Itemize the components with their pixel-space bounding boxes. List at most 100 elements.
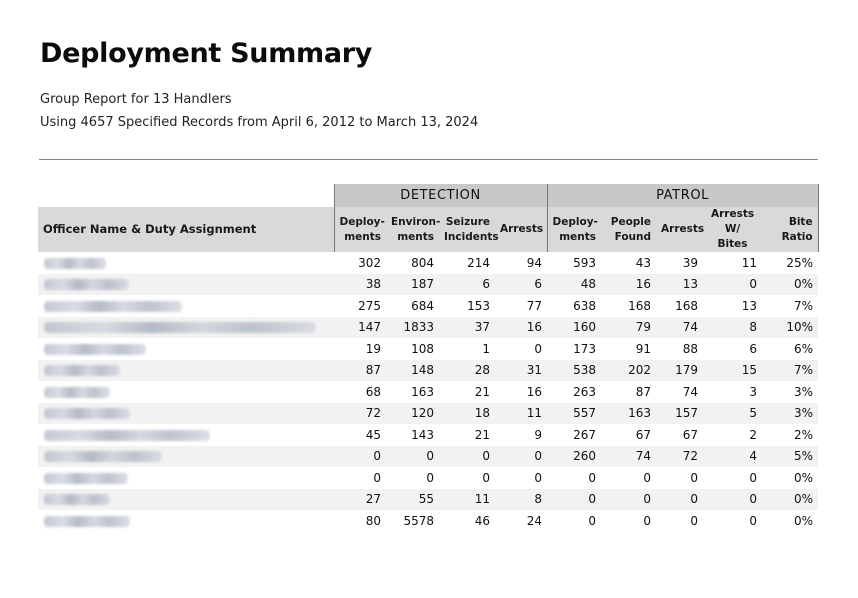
table-row: 72 120 18 11 557 163 157 5 3% xyxy=(38,402,819,424)
cell-patrol-arrests: 13 xyxy=(656,273,704,295)
cell-seizure-incidents: 21 xyxy=(474,384,490,399)
cell-detection-deployments: 72 xyxy=(334,402,386,424)
cell-arrests-with-bites: 0 xyxy=(749,513,758,528)
cell-detection-deployments: 45 xyxy=(365,427,381,442)
cell-detection-deployments: 87 xyxy=(334,359,386,381)
group-header-detection: DETECTION xyxy=(333,184,548,207)
cell-patrol-arrests: 157 xyxy=(656,402,704,424)
cell-people-found: 0 xyxy=(601,488,657,510)
officer-name-redacted xyxy=(38,295,334,317)
table-row: 45 143 21 9 267 67 67 2 2% xyxy=(38,424,818,446)
cell-detection-deployments: 0 xyxy=(373,470,381,485)
cell-patrol-deployments: 267 xyxy=(573,427,597,442)
cell-patrol-arrests: 168 xyxy=(675,298,699,313)
col-header-patrol-arrests: Arrests xyxy=(656,207,704,252)
cell-arrests-with-bites: 0 xyxy=(703,488,763,510)
cell-arrests-with-bites: 0 xyxy=(703,273,763,295)
cell-people-found: 16 xyxy=(601,273,657,295)
report-subtitle-records: Using 4657 Specified Records from April … xyxy=(40,115,479,130)
cell-detection-deployments: 302 xyxy=(358,255,381,270)
cell-people-found: 163 xyxy=(601,402,657,424)
table-row: 147 1833 37 16 160 79 74 8 10% xyxy=(38,316,819,338)
officer-name-redacted xyxy=(38,510,334,532)
cell-patrol-deployments: 0 xyxy=(588,513,597,528)
cell-seizure-incidents: 37 xyxy=(439,316,495,338)
officer-name-redacted xyxy=(38,381,334,403)
cell-detection-environments: 0 xyxy=(386,445,439,467)
cell-arrests-with-bites: 2 xyxy=(749,427,758,442)
col-header-patrol-deployments: Deploy-ments xyxy=(546,207,602,252)
cell-bite-ratio: 3% xyxy=(794,384,814,399)
table-row: 302 804 214 94 593 43 39 11 25% xyxy=(38,252,818,274)
cell-seizure-incidents: 153 xyxy=(467,298,490,313)
cell-detection-environments: 108 xyxy=(411,341,434,356)
col-header-officer-name: Officer Name & Duty Assignment xyxy=(38,207,334,252)
cell-patrol-deployments: 260 xyxy=(547,445,602,467)
officer-name-redacted xyxy=(38,402,334,424)
cell-arrests-with-bites: 4 xyxy=(703,445,763,467)
group-header-row: DETECTION PATROL xyxy=(38,184,819,207)
cell-patrol-deployments: 160 xyxy=(547,316,602,338)
cell-seizure-incidents: 6 xyxy=(439,273,495,295)
col-header-bite-ratio: Bite Ratio xyxy=(762,207,819,252)
group-header-patrol: PATROL xyxy=(546,184,819,207)
cell-seizure-incidents: 18 xyxy=(439,402,495,424)
cell-patrol-arrests: 0 xyxy=(690,470,699,485)
cell-patrol-deployments: 48 xyxy=(547,273,602,295)
col-header-people-found: People Found xyxy=(601,207,657,252)
table-row: 87 148 28 31 538 202 179 15 7% xyxy=(38,359,819,381)
cell-detection-deployments: 0 xyxy=(334,445,386,467)
cell-people-found: 79 xyxy=(601,316,657,338)
cell-bite-ratio: 10% xyxy=(762,316,819,338)
officer-name-redacted xyxy=(38,467,334,489)
table-row: 38 187 6 6 48 16 13 0 0% xyxy=(38,273,819,295)
cell-arrests-with-bites: 11 xyxy=(741,255,758,270)
cell-arrests-with-bites: 6 xyxy=(749,341,758,356)
cell-detection-environments: 55 xyxy=(386,488,439,510)
table-row: 80 5578 46 24 0 0 0 0 0% xyxy=(38,510,818,532)
cell-detection-environments: 120 xyxy=(386,402,439,424)
table-body: 302 804 214 94 593 43 39 11 25% 38 187 6… xyxy=(38,252,819,532)
cell-bite-ratio: 7% xyxy=(762,359,819,381)
col-header-arrests-with-bites: Arrests W/ Bites xyxy=(703,207,763,252)
cell-arrests-with-bites: 15 xyxy=(703,359,763,381)
cell-patrol-arrests: 179 xyxy=(656,359,704,381)
cell-detection-environments: 148 xyxy=(386,359,439,381)
cell-people-found: 43 xyxy=(635,255,652,270)
cell-detection-environments: 684 xyxy=(411,298,434,313)
cell-patrol-deployments: 173 xyxy=(573,341,597,356)
table-row: 68 163 21 16 263 87 74 3 3% xyxy=(38,381,818,403)
cell-detection-deployments: 19 xyxy=(365,341,381,356)
cell-bite-ratio: 6% xyxy=(794,341,814,356)
table-row: 0 0 0 0 0 0 0 0 0% xyxy=(38,467,818,489)
cell-detection-arrests: 16 xyxy=(495,316,548,338)
page-title: Deployment Summary xyxy=(40,38,373,69)
cell-patrol-arrests: 74 xyxy=(682,384,699,399)
officer-name-redacted xyxy=(38,424,334,446)
cell-detection-deployments: 147 xyxy=(334,316,386,338)
cell-bite-ratio: 3% xyxy=(762,402,819,424)
cell-patrol-deployments: 557 xyxy=(547,402,602,424)
cell-detection-environments: 143 xyxy=(411,427,434,442)
table-row: 275 684 153 77 638 168 168 13 7% xyxy=(38,295,818,317)
cell-arrests-with-bites: 5 xyxy=(703,402,763,424)
cell-detection-arrests: 24 xyxy=(526,513,543,528)
cell-detection-environments: 5578 xyxy=(403,513,434,528)
deployment-summary-table: DETECTION PATROL Officer Name & Duty Ass… xyxy=(38,184,819,532)
table-row: 27 55 11 8 0 0 0 0 0% xyxy=(38,488,819,510)
officer-name-redacted xyxy=(38,445,334,467)
divider-rule xyxy=(39,159,818,160)
cell-patrol-arrests: 67 xyxy=(682,427,699,442)
cell-detection-deployments: 68 xyxy=(365,384,381,399)
col-header-detection-deployments: Deploy-ments xyxy=(333,207,386,252)
cell-detection-environments: 1833 xyxy=(386,316,439,338)
col-header-detection-arrests: Arrests xyxy=(495,207,548,252)
cell-seizure-incidents: 214 xyxy=(467,255,490,270)
cell-detection-arrests: 11 xyxy=(495,402,548,424)
cell-people-found: 0 xyxy=(643,470,652,485)
cell-patrol-arrests: 0 xyxy=(690,513,699,528)
cell-detection-environments: 187 xyxy=(386,273,439,295)
cell-detection-environments: 163 xyxy=(411,384,434,399)
cell-seizure-incidents: 1 xyxy=(482,341,490,356)
cell-detection-arrests: 31 xyxy=(495,359,548,381)
